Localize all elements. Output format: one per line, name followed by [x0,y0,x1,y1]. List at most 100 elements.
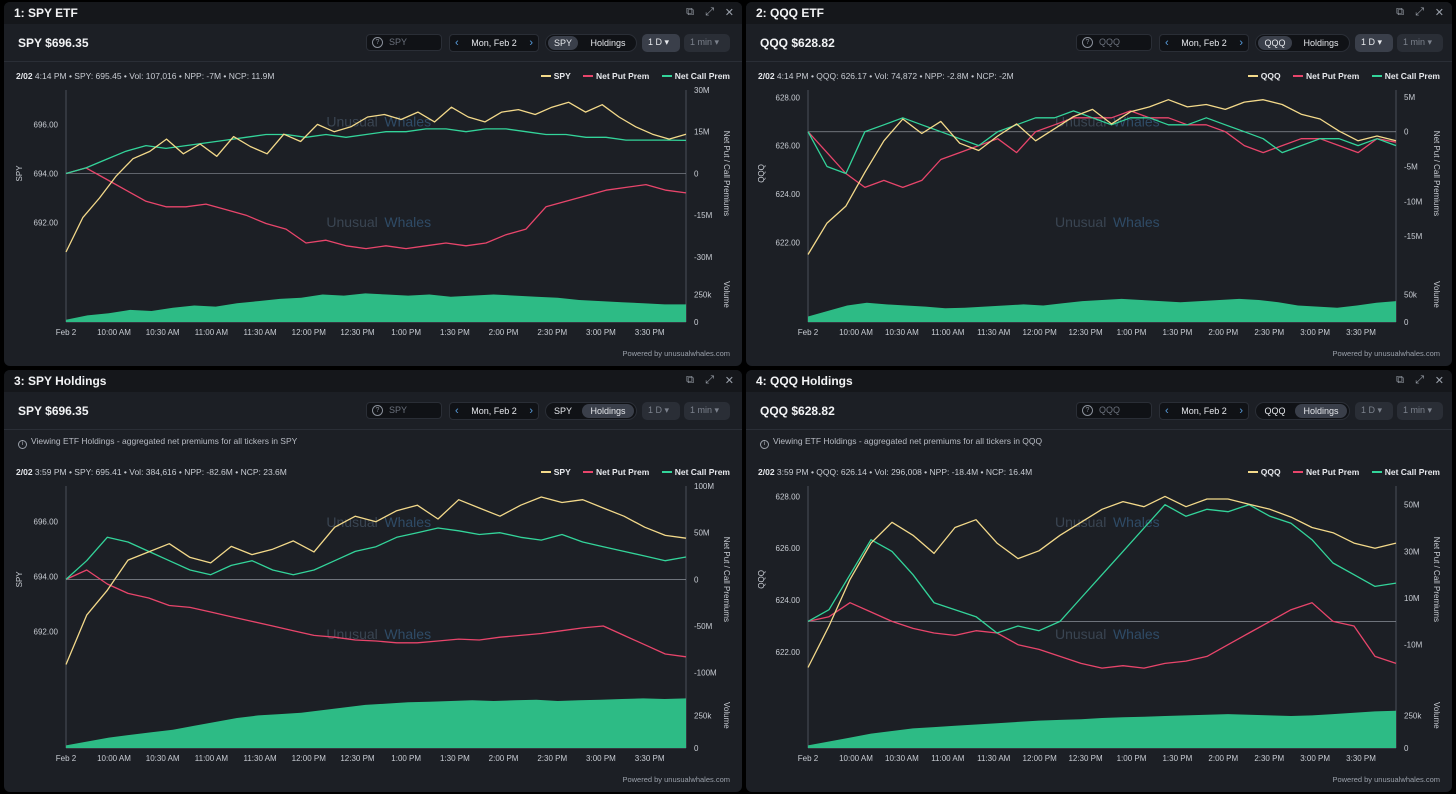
interval-select[interactable]: 1 min ▾ [1397,402,1443,420]
popout-icon[interactable]: ⧉ [1396,374,1404,386]
panel-titlebar: 2: QQQ ETF ⧉ ⤢ ✕ [746,2,1452,24]
x-tick-label: 12:00 PM [1023,328,1058,337]
ticker-price: SPY $696.35 [18,404,89,418]
close-icon[interactable]: ✕ [724,375,734,387]
mode-etf-tab[interactable]: QQQ [1264,406,1286,416]
y-left-tick-label: 624.00 [776,596,801,605]
x-tick-label: 12:30 PM [1068,754,1103,763]
volume-tick-label: 50k [1404,290,1418,299]
x-tick-label: Feb 2 [56,754,77,763]
watermark-text: Unusual [326,114,377,130]
info-icon: i [760,440,769,449]
mode-holdings-tab[interactable]: Holdings [1295,404,1347,418]
date-picker[interactable]: ‹ Mon, Feb 2 › [449,34,539,52]
mode-holdings-tab[interactable]: Holdings [590,38,626,48]
x-tick-label: 2:00 PM [489,328,519,337]
prev-day-icon[interactable]: ‹ [1165,405,1169,417]
price-line [807,99,1397,255]
watermark-text: Whales [1113,626,1160,642]
y-left-axis-title: QQQ [757,164,766,183]
next-day-icon[interactable]: › [529,37,533,49]
interval-select[interactable]: 1 min ▾ [684,402,730,420]
x-tick-label: 1:00 PM [391,754,421,763]
info-icon: i [18,440,27,449]
expand-icon[interactable]: ⤢ [1415,374,1424,386]
date-picker[interactable]: ‹ Mon, Feb 2 › [1159,402,1249,420]
panel-title: 2: QQQ ETF [756,6,825,20]
popout-icon[interactable]: ⧉ [686,374,694,386]
panel-titlebar: 3: SPY Holdings ⧉ ⤢ ✕ [4,370,742,392]
volume-tick-label: 0 [694,318,699,327]
y-right-tick-label: 0 [694,575,699,584]
x-tick-label: 10:30 AM [885,328,919,337]
volume-tick-label: 0 [1404,318,1409,327]
mode-toggle[interactable]: QQQ Holdings [1255,402,1350,420]
watermark-text: Whales [384,626,431,642]
ticker-search-input[interactable]: ? QQQ [1076,34,1152,51]
mode-etf-tab[interactable]: QQQ [1258,36,1292,50]
mode-toggle[interactable]: QQQ Holdings [1255,34,1350,52]
y-right-axis-title: Net Put / Call Premiums [722,537,731,622]
close-icon[interactable]: ✕ [1434,7,1444,19]
close-icon[interactable]: ✕ [1434,375,1444,387]
prev-day-icon[interactable]: ‹ [1165,37,1169,49]
close-icon[interactable]: ✕ [724,7,734,19]
legend: SPY Net Put Prem Net Call Prem [531,467,730,477]
y-right-tick-label: 30M [1404,547,1420,556]
mode-etf-tab[interactable]: SPY [548,36,578,50]
mode-toggle[interactable]: SPY Holdings [545,402,637,420]
prev-day-icon[interactable]: ‹ [455,405,459,417]
x-tick-label: 10:30 AM [885,754,919,763]
ticker-search-input[interactable]: ? QQQ [1076,402,1152,419]
stat-line: 2/02 4:14 PM • QQQ: 626.17 • Vol: 74,872… [758,71,1014,81]
popout-icon[interactable]: ⧉ [1396,6,1404,18]
net-put-line [65,167,687,250]
legend-price: QQQ [1247,467,1281,477]
holdings-info: i Viewing ETF Holdings - aggregated net p… [760,436,1042,449]
ticker-search-input[interactable]: ? SPY [366,402,442,419]
interval-select[interactable]: 1 min ▾ [1397,34,1443,52]
help-icon: ? [1082,405,1093,416]
expand-icon[interactable]: ⤢ [1415,6,1424,18]
next-day-icon[interactable]: › [1239,37,1243,49]
mode-etf-tab[interactable]: SPY [553,406,572,416]
powered-by: Powered by unusualwhales.com [1332,775,1440,784]
x-tick-label: 10:00 AM [839,328,873,337]
range-select[interactable]: 1 D ▾ [642,34,680,52]
range-select[interactable]: 1 D ▾ [1355,402,1393,420]
ticker-search-input[interactable]: ? SPY [366,34,442,51]
legend-price: SPY [540,71,571,81]
net-put-line [807,602,1397,669]
date-picker[interactable]: ‹ Mon, Feb 2 › [449,402,539,420]
panel-qqq-etf: 2: QQQ ETF ⧉ ⤢ ✕ QQQ $628.82 ? QQQ ‹ Mon, … [746,2,1452,366]
mode-holdings-tab[interactable]: Holdings [582,404,634,418]
legend-put: Net Put Prem [1292,467,1359,477]
range-select[interactable]: 1 D ▾ [1355,34,1393,52]
expand-icon[interactable]: ⤢ [705,6,714,18]
date-picker[interactable]: ‹ Mon, Feb 2 › [1159,34,1249,52]
x-tick-label: 2:30 PM [537,328,567,337]
prev-day-icon[interactable]: ‹ [455,37,459,49]
watermark-text: Unusual [1055,626,1106,642]
panel-toolbar: SPY $696.35 ? SPY ‹ Mon, Feb 2 › SPY Holdin… [4,392,742,430]
popout-icon[interactable]: ⧉ [686,6,694,18]
interval-select[interactable]: 1 min ▾ [684,34,730,52]
x-tick-label: 11:00 AM [931,328,965,337]
panel-title: 4: QQQ Holdings [756,374,853,388]
x-tick-label: 2:00 PM [1208,754,1238,763]
legend-put: Net Put Prem [1292,71,1359,81]
next-day-icon[interactable]: › [1239,405,1243,417]
range-select[interactable]: 1 D ▾ [642,402,680,420]
x-tick-label: 1:30 PM [1162,328,1192,337]
mode-holdings-tab[interactable]: Holdings [1303,38,1339,48]
expand-icon[interactable]: ⤢ [705,374,714,386]
next-day-icon[interactable]: › [529,405,533,417]
mode-toggle[interactable]: SPY Holdings [545,34,637,52]
y-left-tick-label: 628.00 [776,492,801,501]
x-tick-label: 3:00 PM [1300,754,1330,763]
y-right-axis-title: Net Put / Call Premiums [1432,131,1441,216]
